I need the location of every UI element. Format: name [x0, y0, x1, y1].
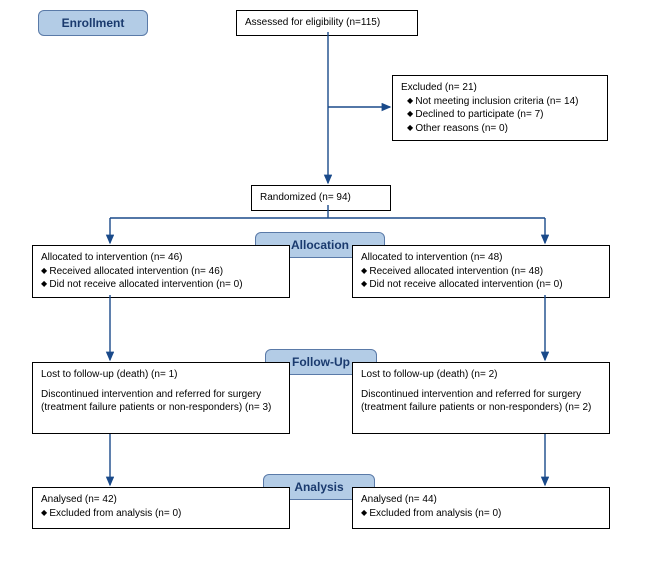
connectors	[0, 0, 648, 563]
